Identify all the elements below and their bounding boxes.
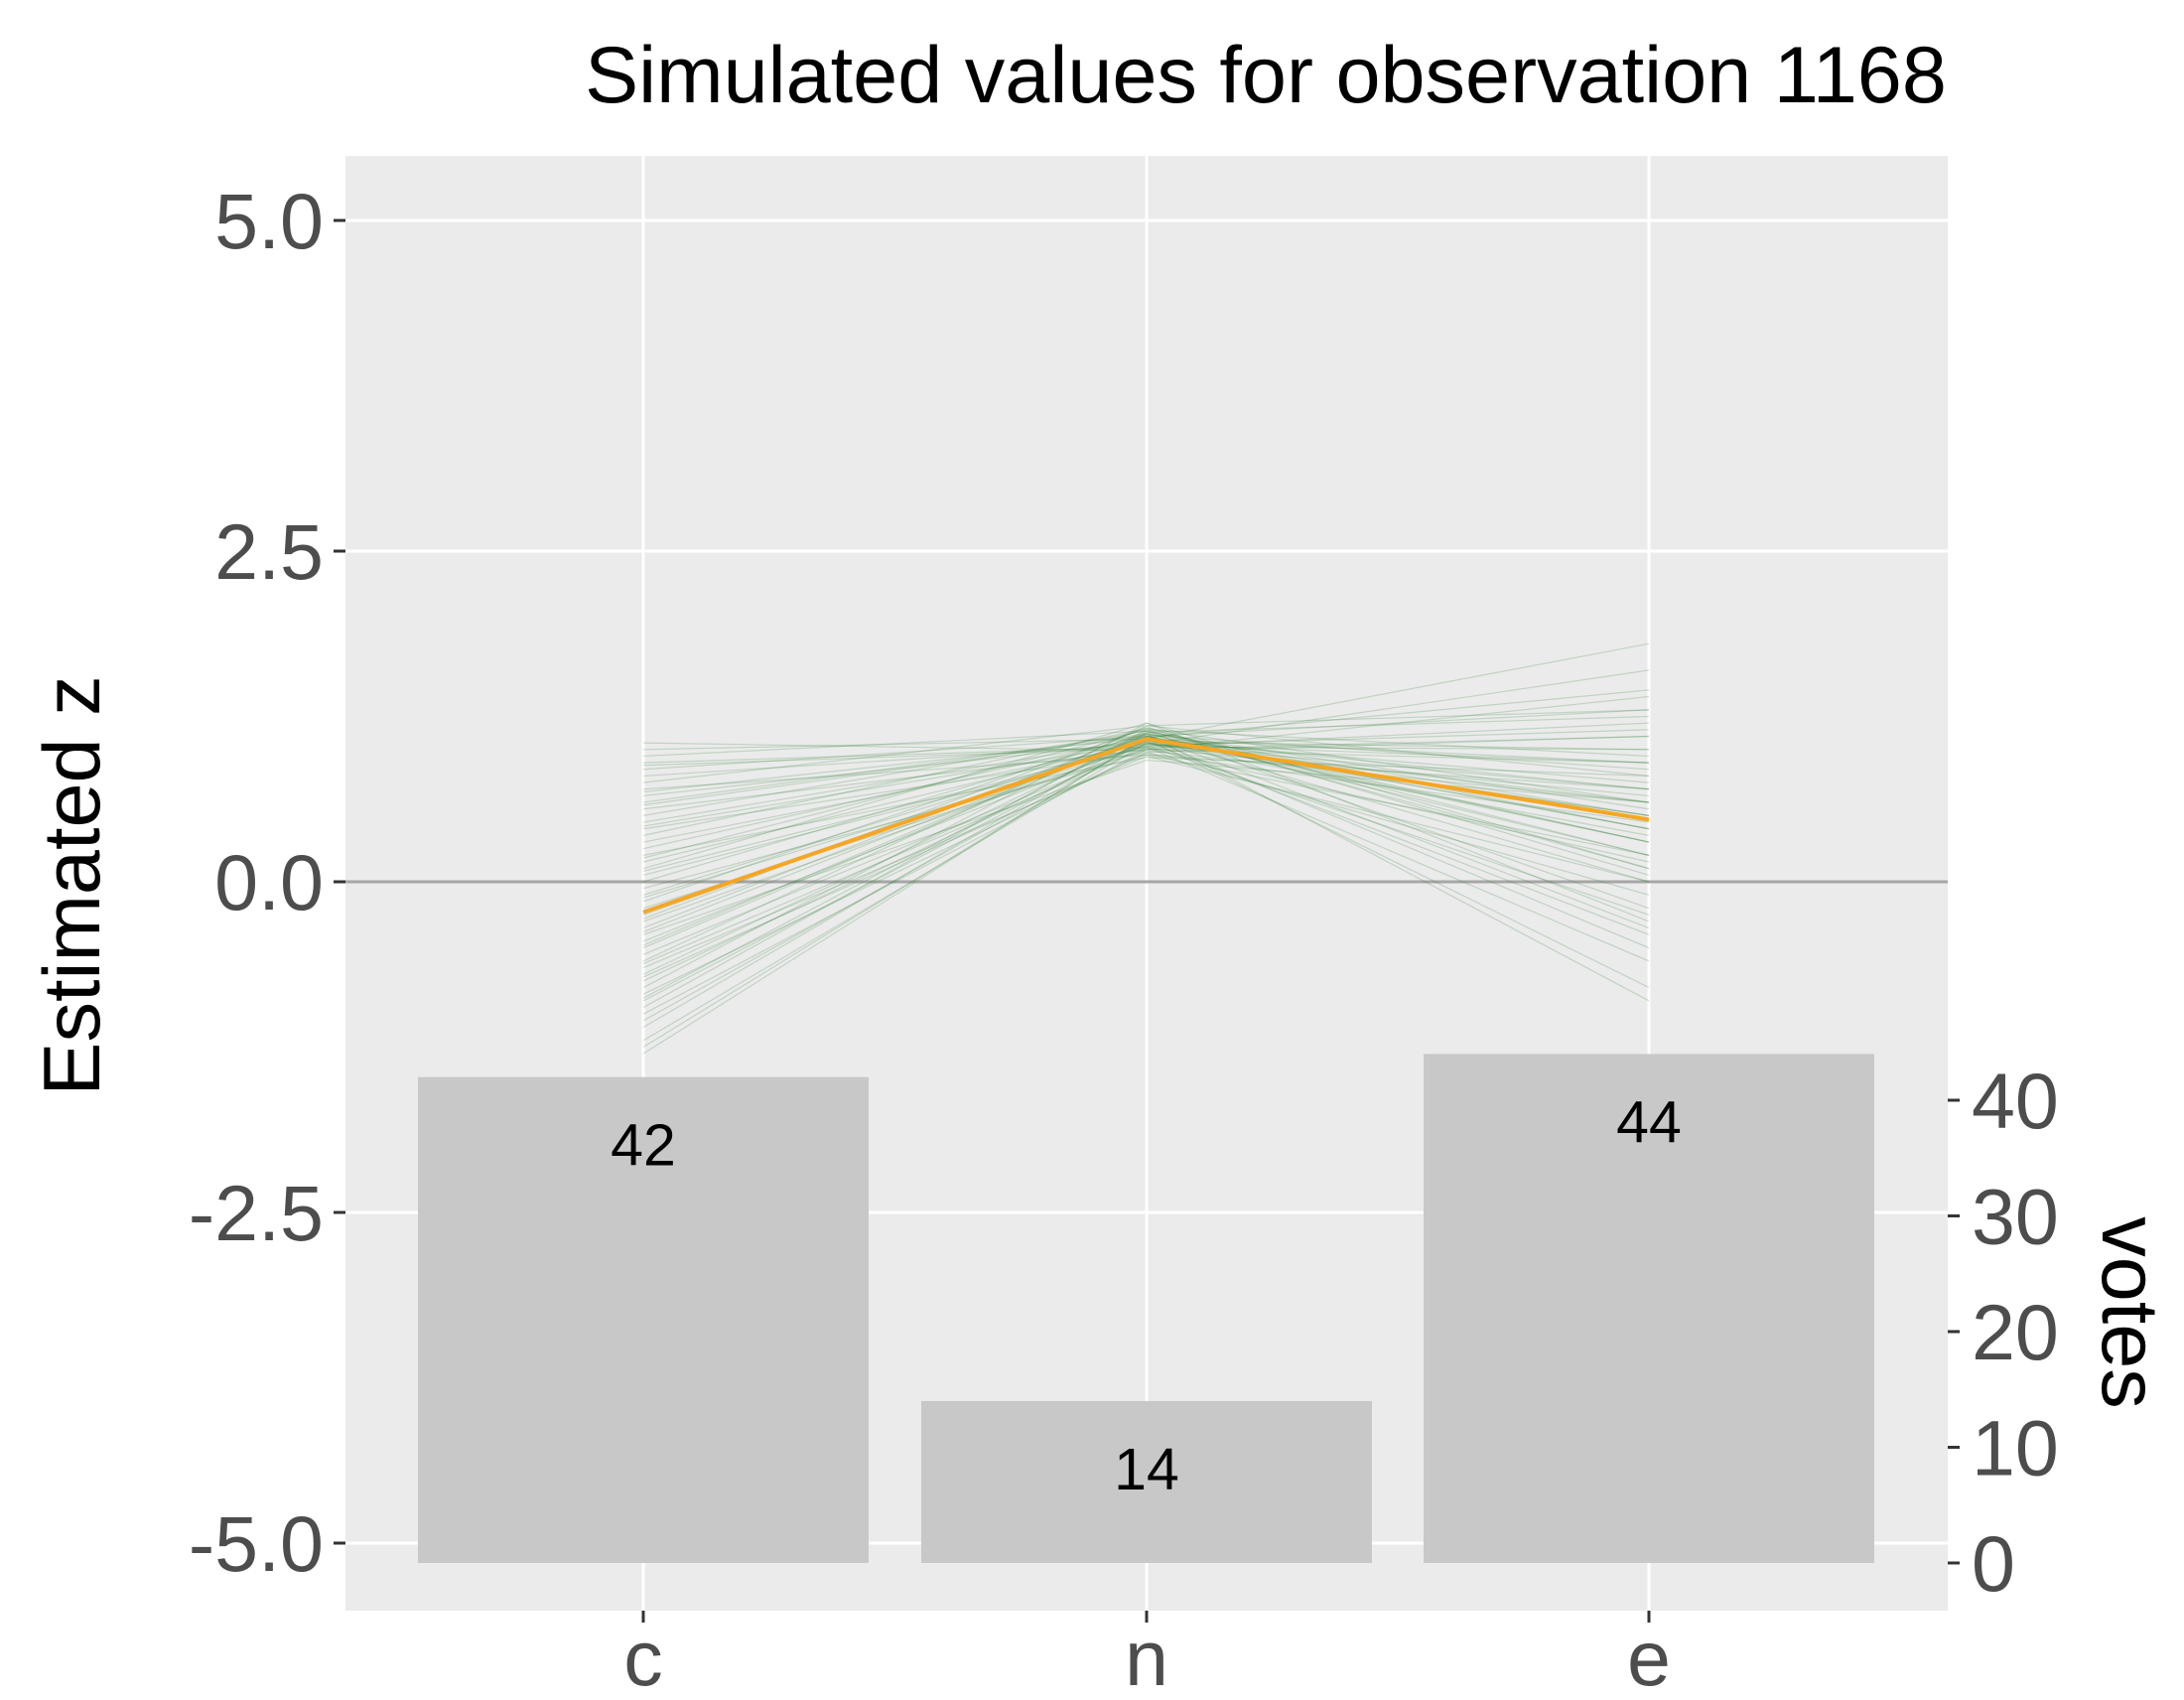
vote-bar [418, 1076, 869, 1563]
secondary-y-tick-label: 10 [1972, 1404, 2059, 1492]
secondary-y-tick-label: 30 [1972, 1173, 2059, 1261]
x-tick-label: e [1627, 1614, 1671, 1700]
simulated-line [642, 759, 1650, 935]
simulated-line [642, 735, 1650, 883]
simulated-line [642, 735, 1650, 850]
simulated-line [642, 715, 1650, 999]
simulated-line [642, 735, 1650, 1055]
simulated-line [642, 742, 1650, 803]
simulated-line [642, 733, 1650, 1029]
y-tick-label: -2.5 [189, 1169, 324, 1257]
secondary-y-axis: 40 30 20 10 0 [1948, 1057, 2059, 1608]
simulated-line [642, 741, 1650, 935]
simulated-line [642, 722, 1650, 870]
x-tick-label: c [623, 1614, 663, 1700]
secondary-y-tick-label: 20 [1972, 1288, 2059, 1376]
simulated-line [642, 733, 1650, 949]
vote-bar [1424, 1054, 1874, 1563]
simulated-line [642, 746, 1650, 764]
simulated-line [642, 751, 1650, 896]
y-tick-label: 0.0 [214, 838, 324, 926]
simulated-line [642, 722, 1650, 876]
y-tick-label: 2.5 [214, 507, 324, 596]
secondary-y-tick-label: 0 [1972, 1519, 2015, 1608]
secondary-y-tick-label: 40 [1972, 1057, 2059, 1145]
bar-value-label: 14 [1114, 1437, 1179, 1502]
vote-bars: 42 14 44 [418, 1054, 1874, 1563]
estimate-line [642, 737, 1650, 915]
simulated-line [642, 722, 1650, 989]
simulated-line [642, 734, 1650, 929]
y-tick-label: 5.0 [214, 177, 324, 265]
simulated-line [642, 735, 1650, 995]
simulated-line [642, 745, 1650, 916]
simulated-line [642, 749, 1650, 1015]
simulated-line [642, 743, 1650, 922]
y-axis-label: Estimated z [28, 675, 117, 1095]
simulated-line [642, 754, 1650, 890]
x-tick-label: n [1125, 1614, 1168, 1700]
simulated-line [642, 755, 1650, 969]
simulated-line [642, 730, 1650, 843]
simulated-line [642, 753, 1650, 978]
simulated-line [642, 709, 1650, 783]
y-axis: 5.0 2.5 0.0 -2.5 -5.0 [189, 177, 345, 1588]
simulated-line [642, 725, 1650, 962]
simulated-line [642, 730, 1650, 929]
bar-value-label: 42 [611, 1113, 676, 1179]
simulated-line [642, 729, 1650, 1009]
simulated-line [642, 747, 1650, 965]
simulated-line [642, 757, 1650, 856]
simulated-line [642, 709, 1650, 975]
simulated-line [642, 733, 1650, 1002]
simulated-line [642, 742, 1650, 836]
simulated-line [642, 734, 1650, 933]
simulated-line [642, 731, 1650, 946]
simulated-line [642, 727, 1650, 903]
simulated-line [642, 746, 1650, 962]
simulated-line [642, 669, 1650, 843]
bar-value-label: 44 [1616, 1089, 1682, 1155]
y-tick-label: -5.0 [189, 1499, 324, 1588]
chart-title: Simulated values for observation 1168 [585, 31, 1947, 120]
vote-bar [921, 1400, 1372, 1563]
simulated-line [642, 754, 1650, 856]
simulated-line [642, 743, 1650, 790]
simulated-line [642, 747, 1650, 797]
simulated-line [642, 730, 1650, 830]
simulated-line [642, 733, 1650, 883]
simulated-line [642, 741, 1650, 942]
simulated-line [642, 742, 1650, 1042]
simulated-line [642, 735, 1650, 810]
simulated-line [642, 729, 1650, 859]
secondary-y-axis-label: votes [2085, 1216, 2174, 1409]
simulated-lines [642, 642, 1650, 1055]
simulated-line [642, 729, 1650, 872]
simulated-line [642, 727, 1650, 836]
